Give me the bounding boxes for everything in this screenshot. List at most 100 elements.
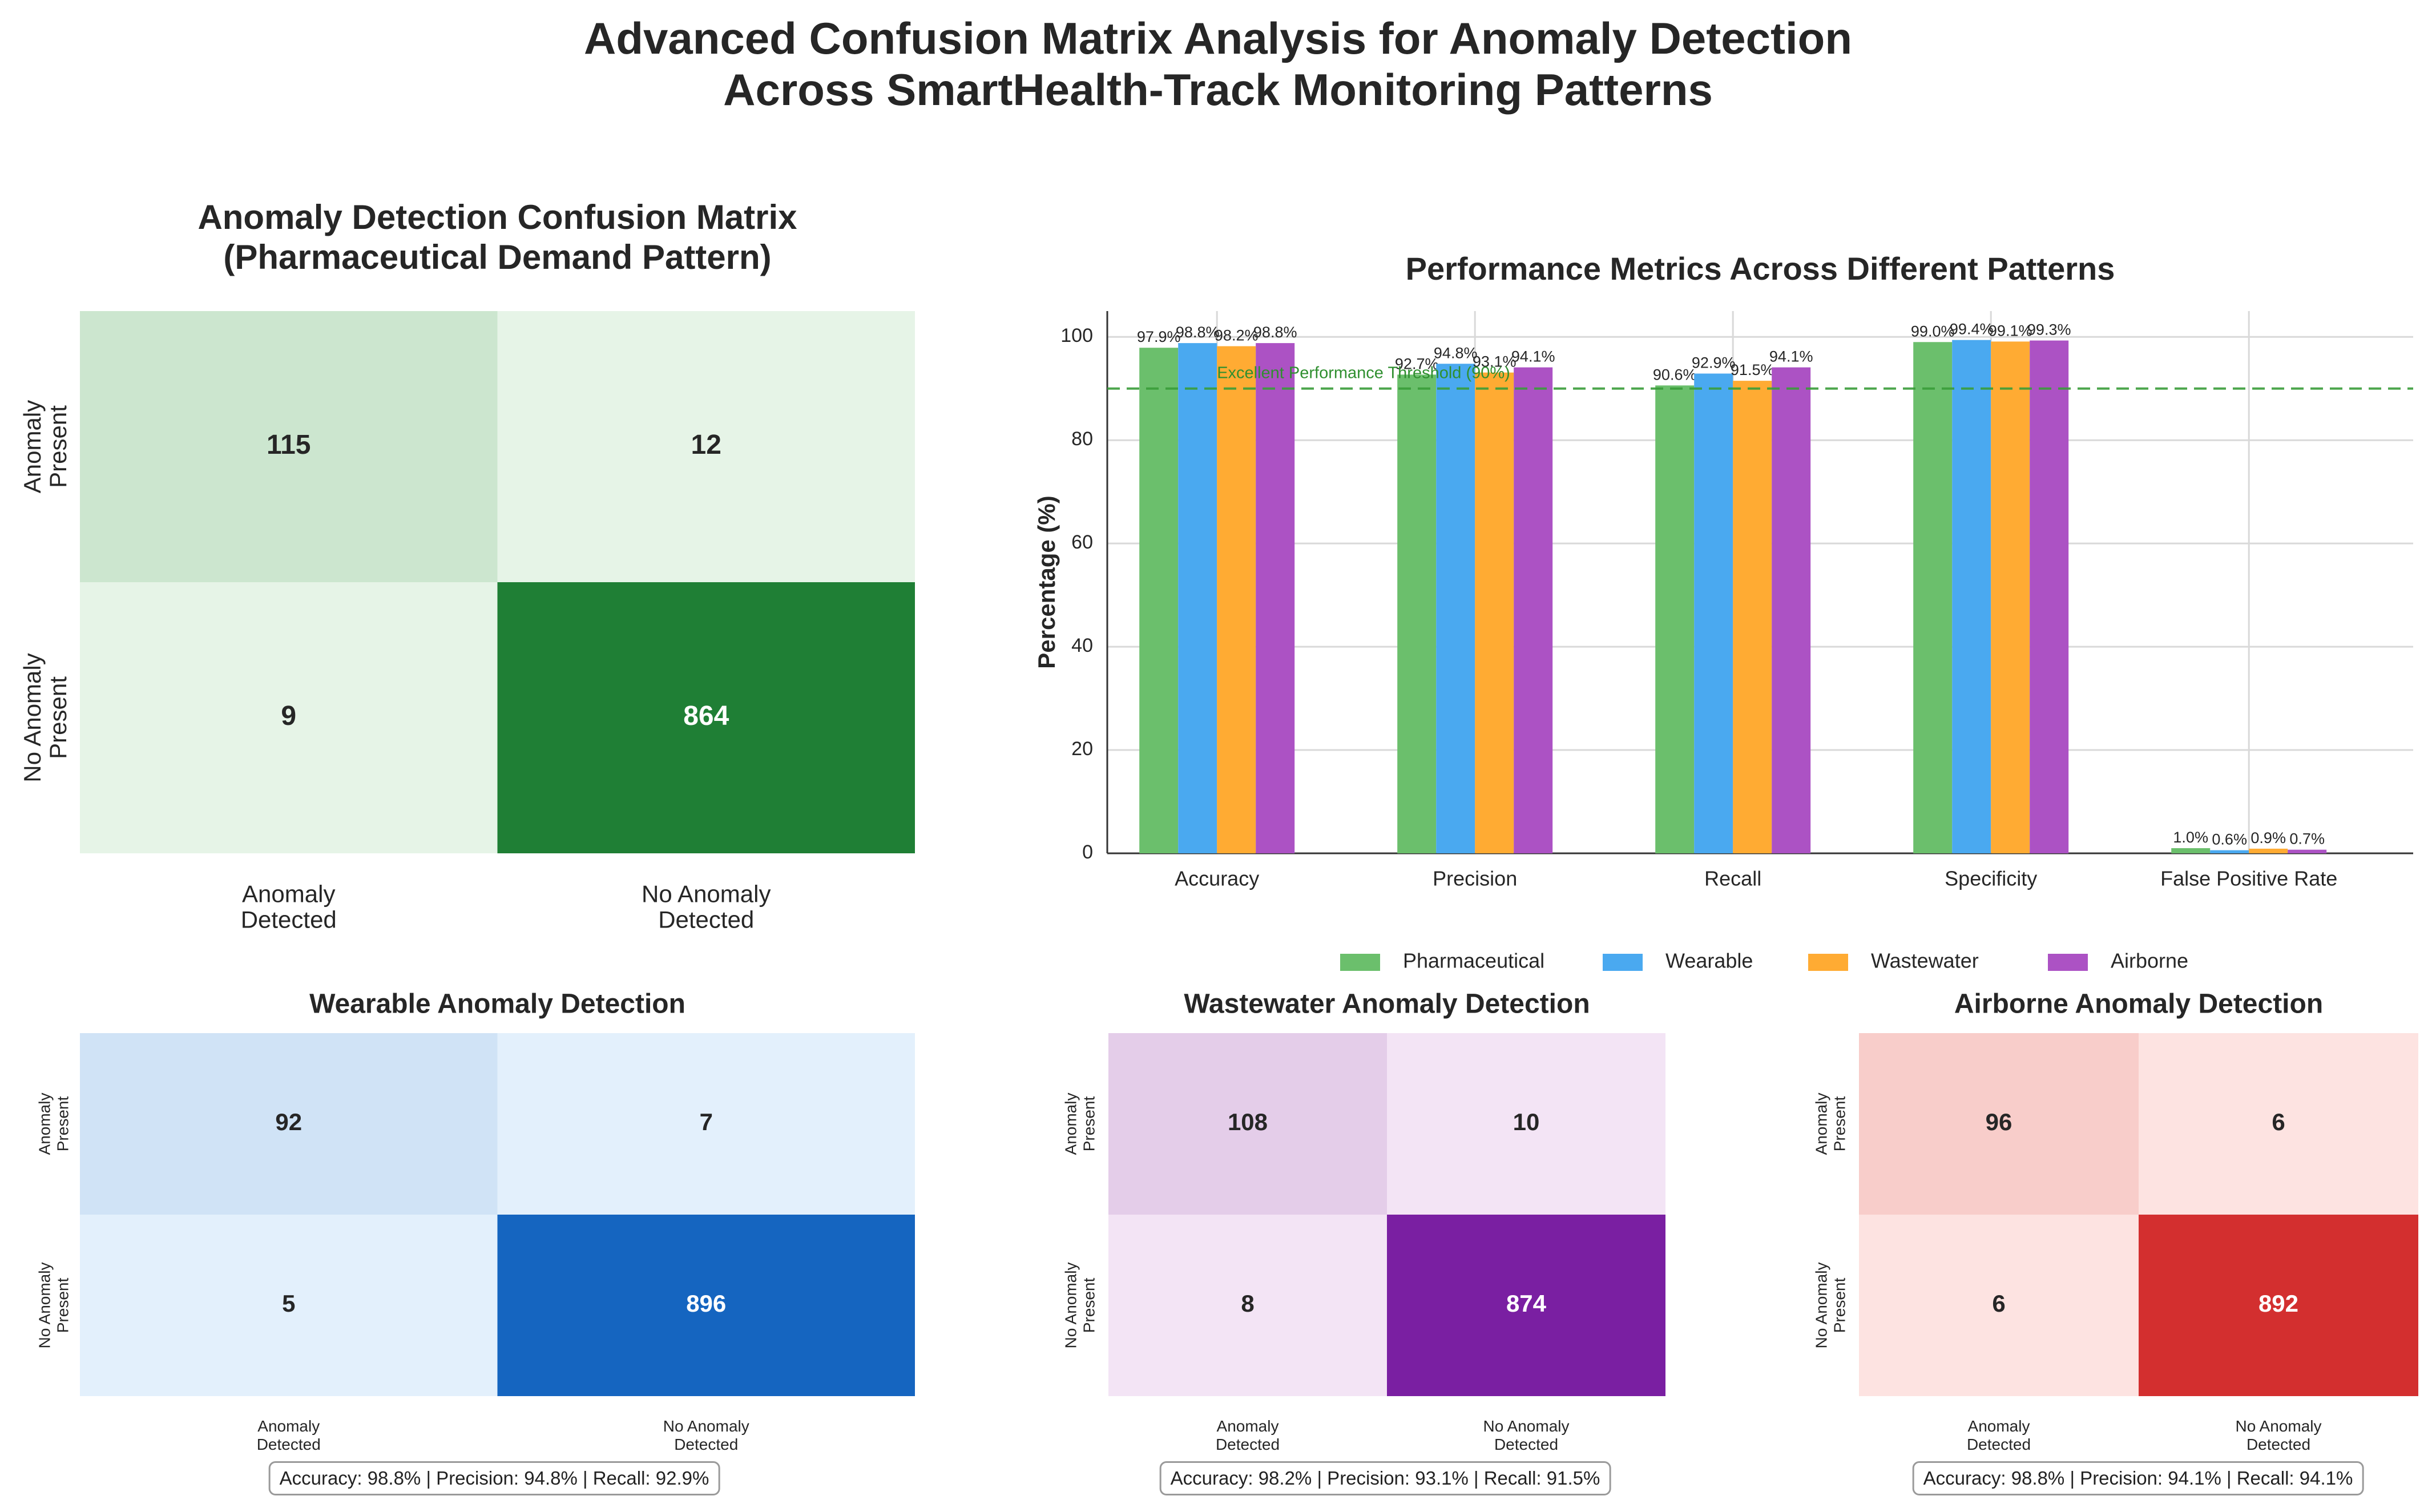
bar-wearable-2	[1694, 373, 1733, 853]
airborne-cell-value: 6	[2272, 1108, 2285, 1135]
bar-pharmaceutical-3	[1913, 342, 1953, 853]
airborne-row-label: AnomalyPresent	[1812, 1093, 1848, 1155]
bar-value-label: 93.1%	[1473, 353, 1517, 370]
legend-label: Pharmaceutical	[1403, 949, 1544, 973]
bar-value-label: 94.1%	[1769, 348, 1813, 365]
pharma-cell-0-1	[497, 311, 915, 582]
pharma-cell-1-0	[80, 582, 498, 853]
bar-value-label: 99.0%	[1911, 322, 1955, 340]
airborne-confusion-matrix: Airborne Anomaly Detection 96 6 6 892 Anomaly…	[1812, 989, 2418, 1453]
wastewater-cell-value: 874	[1506, 1290, 1547, 1317]
bar-value-label: 90.6%	[1653, 366, 1697, 383]
bar-value-label: 91.5%	[1731, 361, 1774, 378]
pharma-cell-value: 115	[267, 430, 310, 460]
airborne-cell-0-0	[1859, 1033, 2139, 1215]
pharma-cell-0-0	[80, 311, 498, 582]
wastewater-col-label: Anomaly Detected	[1216, 1417, 1280, 1453]
x-tick-label: Accuracy	[1175, 866, 1259, 890]
bar-value-label: 98.8%	[1253, 324, 1297, 341]
bar-value-label: 99.3%	[2027, 321, 2071, 338]
pharma-row-label: AnomalyPresent	[19, 400, 71, 493]
wearable-cell-value: 5	[282, 1290, 295, 1317]
bar-pharmaceutical-4	[2171, 848, 2211, 853]
wearable-summary-box: Accuracy: 98.8% | Precision: 94.8% | Rec…	[268, 1461, 720, 1495]
wastewater-cell-0-0	[1108, 1033, 1387, 1215]
y-tick-label: 100	[1060, 325, 1093, 346]
bar-wearable-1	[1436, 364, 1475, 853]
airborne-cell-value: 96	[1986, 1108, 2012, 1135]
bar-wastewater-4	[2249, 848, 2288, 853]
pharma-row-label: No AnomalyPresent	[19, 653, 71, 782]
wearable-confusion-matrix: Wearable Anomaly Detection 92 7 5 896 Anomaly…	[35, 989, 915, 1453]
airborne-summary-box: Accuracy: 98.8% | Precision: 94.1% | Rec…	[1912, 1461, 2364, 1495]
wearable-title: Wearable Anomaly Detection	[309, 989, 685, 1019]
bar-value-label: 99.4%	[1950, 321, 1994, 338]
bar-wastewater-0	[1217, 346, 1256, 853]
legend-label: Wearable	[1665, 949, 1753, 973]
wastewater-row-label: No AnomalyPresent	[1062, 1263, 1098, 1349]
threshold-label: Excellent Performance Threshold (90%)	[1217, 364, 1510, 382]
airborne-cell-0-1	[2139, 1033, 2418, 1215]
bar-value-label: 0.7%	[2289, 830, 2325, 848]
legend-label: Wastewater	[1871, 949, 1979, 973]
wearable-cell-0-1	[497, 1033, 915, 1215]
bar-value-label: 92.7%	[1395, 355, 1439, 372]
bar-airborne-0	[1256, 343, 1295, 853]
airborne-cell-value: 6	[1992, 1290, 2005, 1317]
bar-value-label: 97.9%	[1137, 328, 1181, 345]
bar-wastewater-1	[1475, 372, 1514, 853]
bar-wastewater-3	[1991, 341, 2030, 853]
bar-pharmaceutical-2	[1655, 385, 1695, 853]
wastewater-cell-1-0	[1108, 1215, 1387, 1396]
wastewater-cell-value: 10	[1513, 1108, 1540, 1135]
airborne-cell-1-1	[2139, 1215, 2418, 1396]
y-tick-label: 80	[1071, 428, 1093, 450]
legend-item-wastewater: Wastewater	[1808, 949, 1979, 973]
pharma-title: Anomaly Detection Confusion Matrix	[197, 198, 797, 236]
airborne-cell-value: 892	[2258, 1290, 2298, 1317]
metrics-bar-chart: Performance Metrics Across Different Pat…	[1033, 251, 2413, 973]
bar-airborne-2	[1772, 367, 1811, 853]
bar-value-label: 0.6%	[2212, 831, 2247, 848]
wastewater-cell-value: 108	[1228, 1108, 1268, 1135]
y-tick-label: 40	[1071, 635, 1093, 656]
pharma-cell-value: 864	[683, 701, 729, 731]
legend-swatch	[1340, 954, 1380, 971]
legend-swatch	[1603, 954, 1643, 971]
bar-value-label: 94.1%	[1511, 348, 1555, 365]
figure-title: Advanced Confusion Matrix Analysis for A…	[0, 13, 2436, 115]
legend-swatch	[2048, 954, 2088, 971]
wearable-col-label: No Anomaly Detected	[663, 1417, 749, 1453]
wearable-cell-value: 896	[686, 1290, 726, 1317]
wastewater-cell-value: 8	[1241, 1290, 1254, 1317]
x-tick-label: False Positive Rate	[2160, 866, 2337, 890]
wearable-cell-0-0	[80, 1033, 498, 1215]
legend-item-airborne: Airborne	[2048, 949, 2188, 973]
bar-value-label: 0.9%	[2251, 829, 2286, 846]
bar-value-label: 99.1%	[1989, 322, 2032, 339]
wearable-cell-1-1	[497, 1215, 915, 1396]
bar-wearable-4	[2210, 850, 2249, 853]
pharma-title: (Pharmaceutical Demand Pattern)	[223, 238, 771, 276]
wearable-cell-value: 92	[275, 1108, 302, 1135]
airborne-col-label: Anomaly Detected	[1967, 1417, 2031, 1453]
legend-swatch	[1808, 954, 1848, 971]
x-tick-label: Recall	[1704, 866, 1761, 890]
wastewater-row-label: AnomalyPresent	[1062, 1093, 1098, 1155]
wastewater-cell-1-1	[1387, 1215, 1665, 1396]
legend-item-wearable: Wearable	[1603, 949, 1753, 973]
bar-pharmaceutical-1	[1397, 374, 1437, 853]
pharma-cell-value: 12	[691, 430, 721, 460]
wearable-row-label: No AnomalyPresent	[35, 1263, 71, 1349]
pharma-col-label: No Anomaly Detected	[642, 880, 771, 933]
legend-item-pharmaceutical: Pharmaceutical	[1340, 949, 1544, 973]
pharma-cell-1-1	[497, 582, 915, 853]
airborne-col-label: No Anomaly Detected	[2236, 1417, 2322, 1453]
bar-value-label: 92.9%	[1692, 354, 1736, 371]
wearable-row-label: AnomalyPresent	[35, 1093, 71, 1155]
legend-label: Airborne	[2111, 949, 2188, 973]
x-tick-label: Precision	[1433, 866, 1517, 890]
wearable-cell-value: 7	[700, 1108, 713, 1135]
bar-value-label: 98.8%	[1176, 324, 1220, 341]
